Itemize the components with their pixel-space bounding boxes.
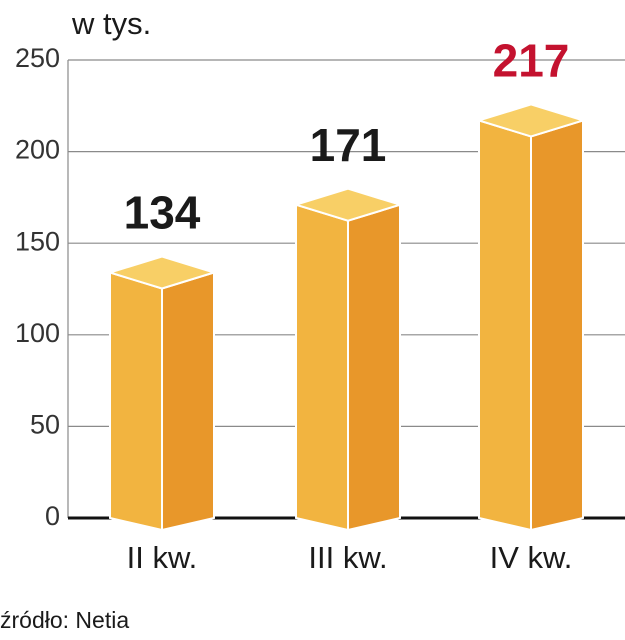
bar-right-face (161, 271, 215, 532)
value-label: 217 (493, 35, 570, 87)
bar-right-face (530, 119, 584, 532)
bar-top-face (475, 103, 587, 138)
bar-top-face (106, 255, 218, 290)
y-tick-label: 100 (15, 318, 60, 348)
value-label: 134 (124, 187, 201, 239)
x-tick-label: III kw. (308, 540, 387, 575)
bar-left-face (109, 271, 163, 532)
unit-label: w tys. (71, 6, 151, 41)
y-tick-label: 200 (15, 135, 60, 165)
bar-top-face (292, 187, 404, 222)
x-tick-label: II kw. (127, 540, 198, 575)
y-tick-label: 0 (45, 501, 60, 531)
bar-left-face (478, 119, 532, 532)
y-tick-label: 150 (15, 226, 60, 256)
bar (292, 187, 404, 532)
bar (106, 255, 218, 532)
bar (475, 103, 587, 532)
y-tick-label: 50 (30, 410, 60, 440)
bar-left-face (295, 203, 349, 532)
value-label: 171 (310, 119, 387, 171)
x-tick-label: IV kw. (490, 540, 573, 575)
y-tick-label: 250 (15, 43, 60, 73)
bar-right-face (347, 203, 401, 532)
source: źródło: Netia (0, 607, 129, 633)
